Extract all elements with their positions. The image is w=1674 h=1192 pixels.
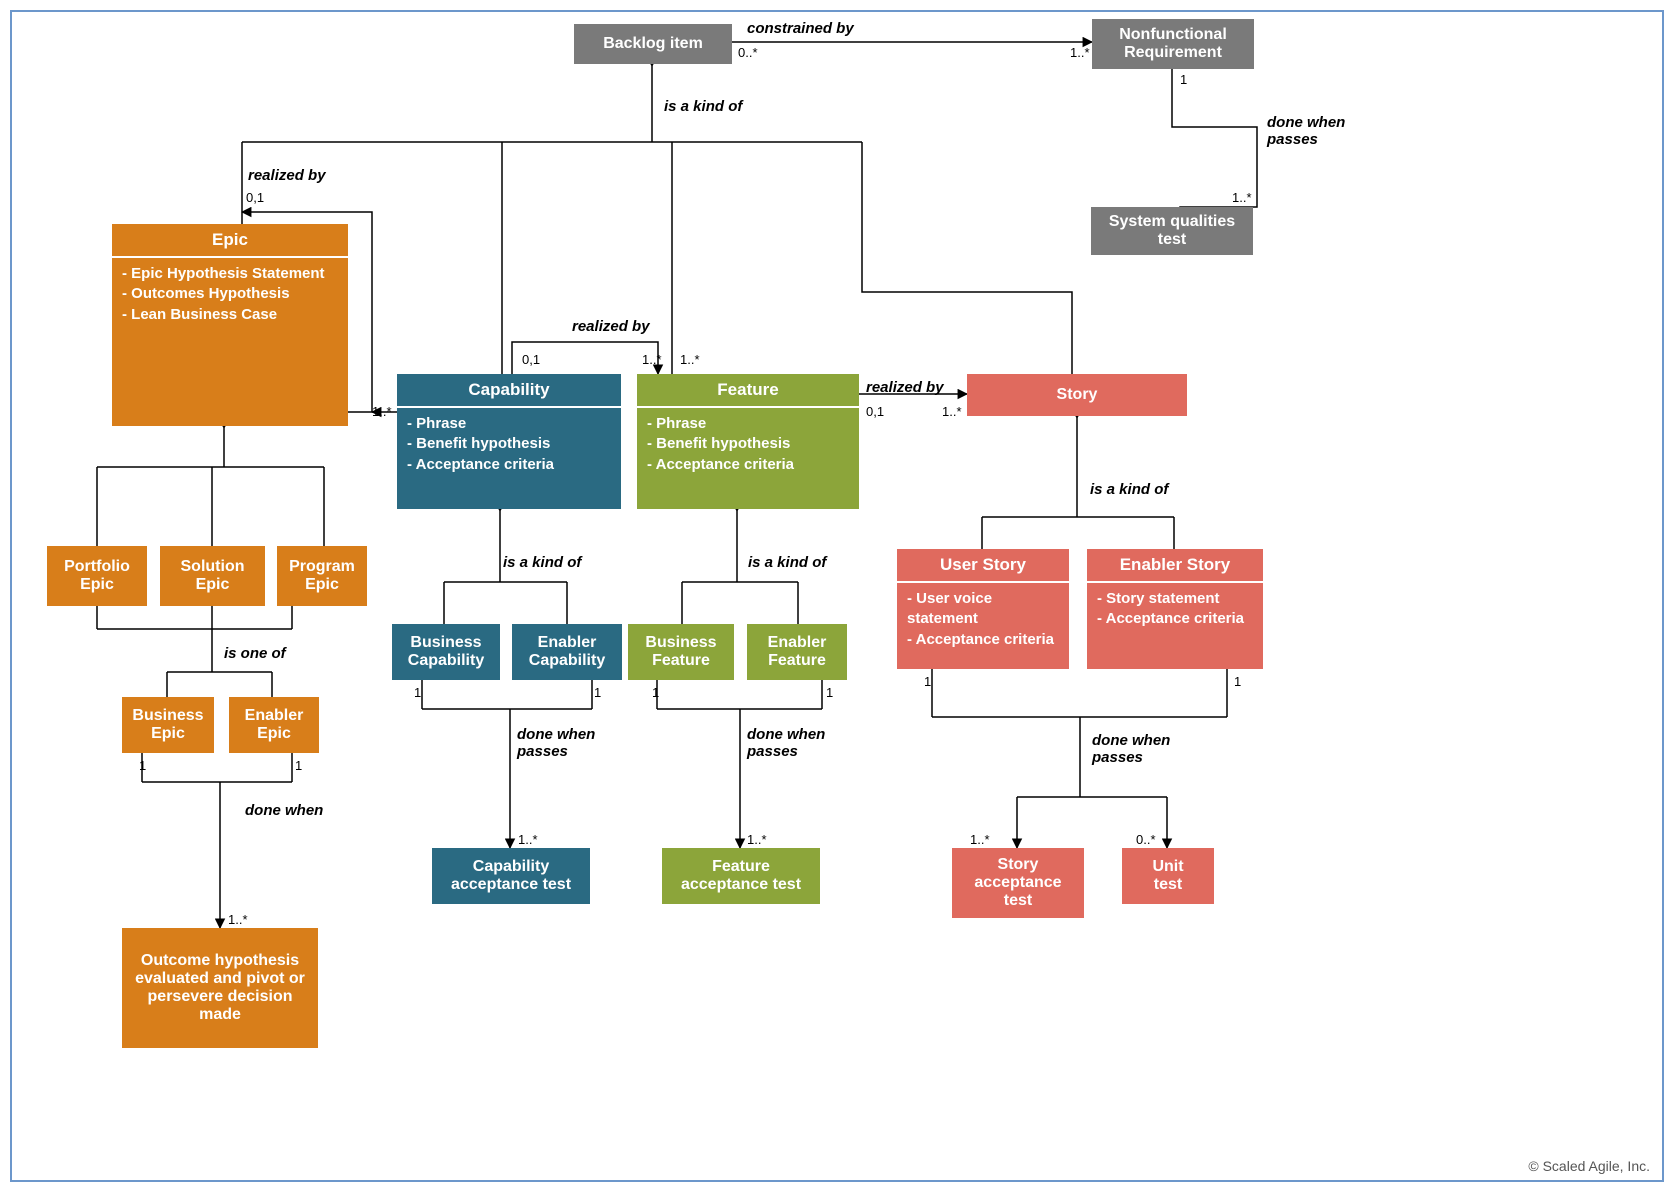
edge-label-done_when_passes_nfr: done when passes — [1267, 114, 1345, 148]
node-title-story: Story — [1049, 380, 1106, 410]
multiplicity-epic_outcome_dst: 1..* — [228, 912, 248, 927]
node-title-story_acc_test: Story acceptance test — [966, 850, 1069, 916]
multiplicity-nfr_done_dst: 1..* — [1232, 190, 1252, 205]
node-body-enabler_story: - Story statement- Acceptance criteria — [1087, 583, 1263, 636]
diagram-canvas: Backlog item Nonfunctional Requirement Sys… — [12, 12, 1662, 1180]
node-enabler_epic: Enabler Epic — [229, 697, 319, 753]
edge-e3d — [862, 142, 1072, 374]
multiplicity-en_feat_1: 1 — [826, 685, 833, 700]
edge-label-realized_by_cap: realized by — [572, 318, 650, 335]
multiplicity-cap_realized_dst: 1..* — [642, 352, 662, 367]
node-title-enabler_feat: Enabler Feature — [760, 628, 835, 676]
node-business_epic: Business Epic — [122, 697, 214, 753]
node-title-backlog_item: Backlog item — [595, 29, 711, 59]
node-story: Story — [967, 374, 1187, 416]
node-body-capability: - Phrase- Benefit hypothesis- Acceptance… — [397, 408, 621, 481]
edge-label-is_a_kind_of_cap: is a kind of — [503, 554, 581, 571]
node-feat_acc_test: Feature acceptance test — [662, 848, 820, 904]
multiplicity-bus_epic_1: 1 — [139, 758, 146, 773]
multiplicity-unit_test_dst: 0..* — [1136, 832, 1156, 847]
node-backlog_item: Backlog item — [574, 24, 732, 64]
multiplicity-feat_realized_src: 0,1 — [866, 404, 884, 419]
multiplicity-feat_kind_dst: 1..* — [680, 352, 700, 367]
node-epic_outcome: Outcome hypothesis evaluated and pivot o… — [122, 928, 318, 1048]
multiplicity-epic_realized_src: 0,1 — [246, 190, 264, 205]
multiplicity-en_cap_1: 1 — [594, 685, 601, 700]
multiplicity-feat_test_dst: 1..* — [747, 832, 767, 847]
multiplicity-nfr_done_src: 1 — [1180, 72, 1187, 87]
node-enabler_feat: Enabler Feature — [747, 624, 847, 680]
node-story_acc_test: Story acceptance test — [952, 848, 1084, 918]
node-title-program_epic: Program Epic — [281, 552, 363, 600]
node-sys_qual_test: System qualities test — [1091, 207, 1253, 255]
node-title-enabler_story: Enabler Story — [1087, 549, 1263, 583]
node-epic: Epic- Epic Hypothesis Statement- Outcome… — [112, 224, 348, 426]
node-title-business_feat: Business Feature — [637, 628, 724, 676]
node-nfr: Nonfunctional Requirement — [1092, 19, 1254, 69]
node-title-feat_acc_test: Feature acceptance test — [673, 852, 809, 900]
node-title-cap_acc_test: Capability acceptance test — [443, 852, 579, 900]
multiplicity-story_test_dst: 1..* — [970, 832, 990, 847]
node-portfolio_epic: Portfolio Epic — [47, 546, 147, 606]
node-enabler_story: Enabler Story- Story statement- Acceptan… — [1087, 549, 1263, 669]
edge-label-constrained_by: constrained by — [747, 20, 854, 37]
node-title-feature: Feature — [637, 374, 859, 408]
node-enabler_cap: Enabler Capability — [512, 624, 622, 680]
edge-label-done_when_passes_feat: done when passes — [747, 726, 825, 760]
node-title-portfolio_epic: Portfolio Epic — [56, 552, 138, 600]
node-feature: Feature- Phrase- Benefit hypothesis- Acc… — [637, 374, 859, 509]
node-business_cap: Business Capability — [392, 624, 500, 680]
node-body-user_story: - User voice statement- Acceptance crite… — [897, 583, 1069, 656]
node-title-nfr: Nonfunctional Requirement — [1111, 20, 1235, 68]
node-user_story: User Story- User voice statement- Accept… — [897, 549, 1069, 669]
edge-label-done_when_passes_story: done when passes — [1092, 732, 1170, 766]
diagram-frame: Backlog item Nonfunctional Requirement Sys… — [10, 10, 1664, 1182]
node-capability: Capability- Phrase- Benefit hypothesis- … — [397, 374, 621, 509]
node-title-epic_outcome: Outcome hypothesis evaluated and pivot o… — [122, 946, 318, 1030]
node-program_epic: Program Epic — [277, 546, 367, 606]
edge-label-realized_by_feat: realized by — [866, 379, 944, 396]
multiplicity-cap_test_dst: 1..* — [518, 832, 538, 847]
edge-label-is_a_kind_of_feat: is a kind of — [748, 554, 826, 571]
node-body-feature: - Phrase- Benefit hypothesis- Acceptance… — [637, 408, 859, 481]
node-title-solution_epic: Solution Epic — [173, 552, 253, 600]
multiplicity-backlog_constrained_src: 0..* — [738, 45, 758, 60]
copyright-text: © Scaled Agile, Inc. — [1528, 1158, 1650, 1174]
edge-label-done_when_passes_cap: done when passes — [517, 726, 595, 760]
node-solution_epic: Solution Epic — [160, 546, 265, 606]
multiplicity-feat_realized_dst: 1..* — [942, 404, 962, 419]
node-title-user_story: User Story — [897, 549, 1069, 583]
multiplicity-backlog_constrained_dst: 1..* — [1070, 45, 1090, 60]
node-unit_test: Unit test — [1122, 848, 1214, 904]
node-body-epic: - Epic Hypothesis Statement- Outcomes Hy… — [112, 258, 348, 331]
node-title-capability: Capability — [397, 374, 621, 408]
multiplicity-user_story_1: 1 — [924, 674, 931, 689]
node-title-business_epic: Business Epic — [124, 701, 211, 749]
multiplicity-en_epic_1: 1 — [295, 758, 302, 773]
node-title-enabler_epic: Enabler Epic — [237, 701, 312, 749]
node-cap_acc_test: Capability acceptance test — [432, 848, 590, 904]
edge-label-is_a_kind_of_top: is a kind of — [664, 98, 742, 115]
node-title-enabler_cap: Enabler Capability — [521, 628, 613, 676]
edge-label-realized_by_epic: realized by — [248, 167, 326, 184]
multiplicity-bus_feat_1: 1 — [652, 685, 659, 700]
edge-label-done_when_epic: done when — [245, 802, 323, 819]
multiplicity-epic_realized_dst: 1..* — [372, 404, 392, 419]
node-title-business_cap: Business Capability — [400, 628, 492, 676]
multiplicity-cap_realized_src: 0,1 — [522, 352, 540, 367]
node-title-epic: Epic — [112, 224, 348, 258]
node-title-unit_test: Unit test — [1144, 852, 1191, 900]
multiplicity-enabler_story_1: 1 — [1234, 674, 1241, 689]
node-title-sys_qual_test: System qualities test — [1101, 207, 1243, 255]
edge-label-is_a_kind_of_story: is a kind of — [1090, 481, 1168, 498]
edge-label-is_one_of: is one of — [224, 645, 286, 662]
node-business_feat: Business Feature — [628, 624, 734, 680]
multiplicity-bus_cap_1: 1 — [414, 685, 421, 700]
